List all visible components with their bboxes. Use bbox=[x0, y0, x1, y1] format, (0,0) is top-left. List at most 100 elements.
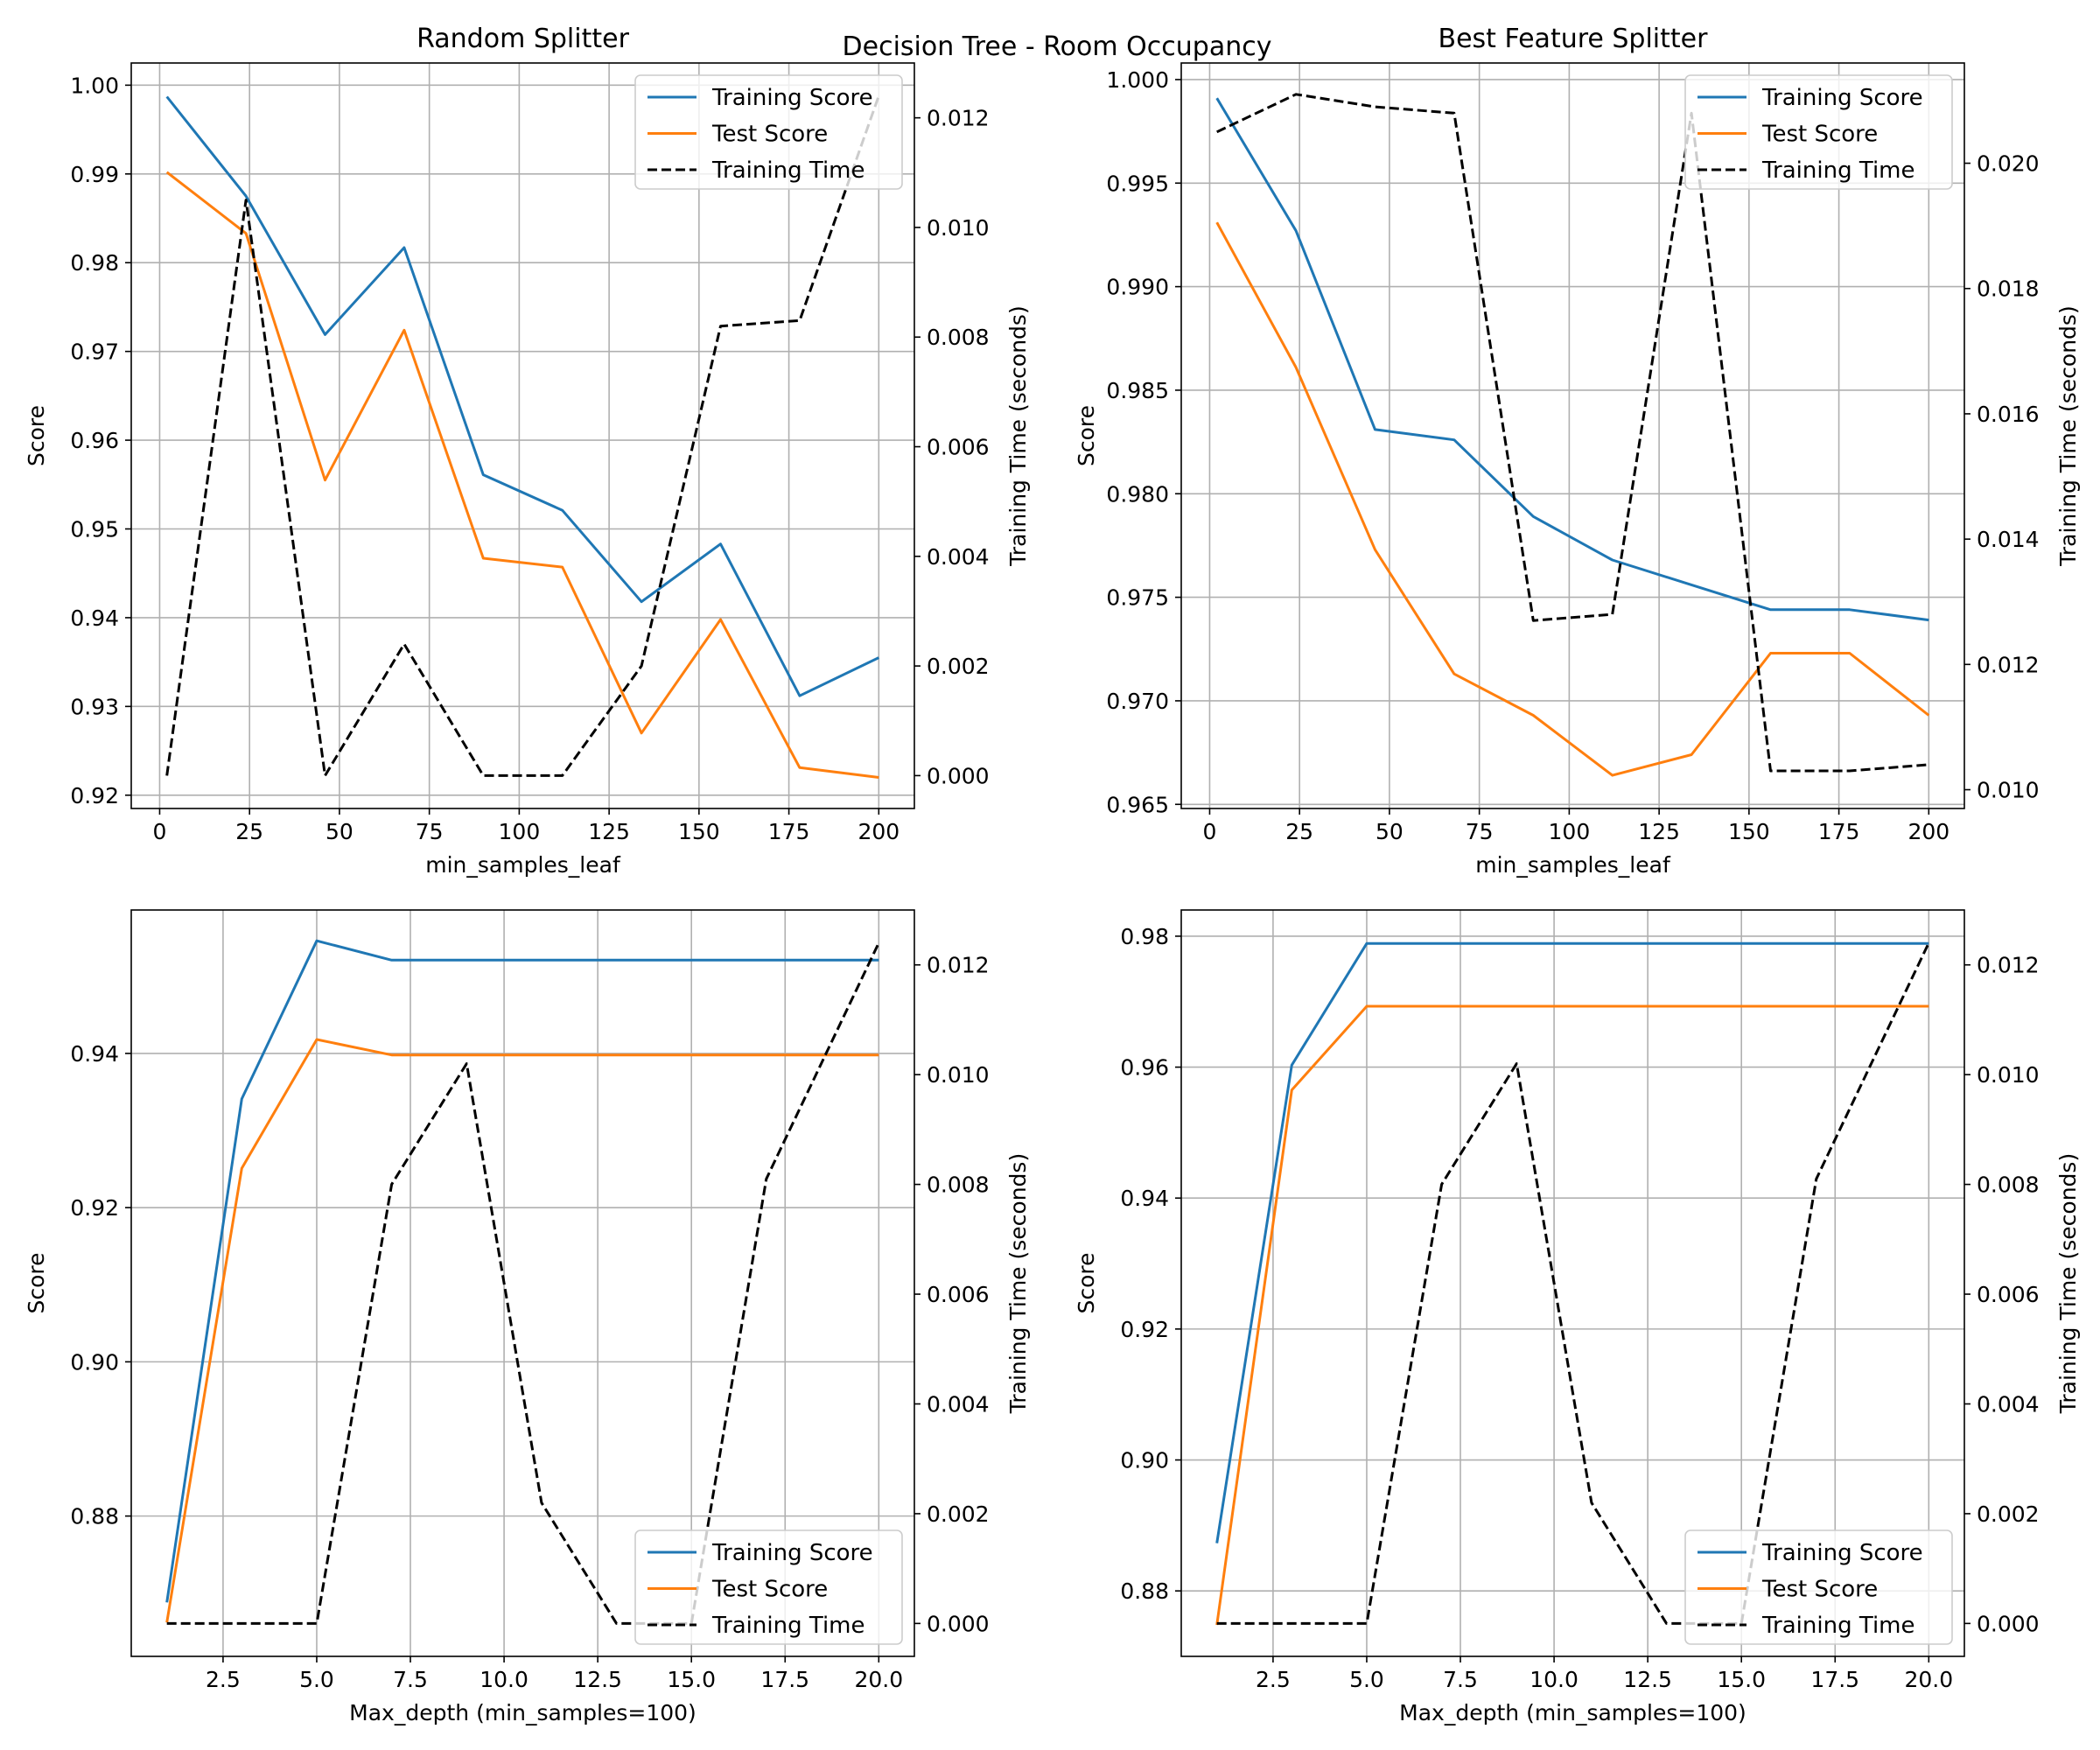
data-point bbox=[1928, 619, 1930, 621]
grid bbox=[131, 910, 914, 1656]
series-line-test-score bbox=[165, 1038, 879, 1623]
series-line-training-time bbox=[1216, 942, 1930, 1625]
x-axis-label: min_samples_leaf bbox=[1475, 852, 1671, 878]
legend-box bbox=[1684, 74, 1953, 190]
series-line-test-score bbox=[1215, 1004, 1929, 1626]
x-tick-label: 100 bbox=[499, 819, 541, 844]
y-tick-label: 0.970 bbox=[1106, 689, 1169, 714]
data-point bbox=[245, 195, 248, 198]
data-point bbox=[482, 473, 485, 476]
axes-frame bbox=[1180, 62, 1965, 809]
data-point bbox=[1769, 770, 1772, 773]
data-point bbox=[540, 1054, 542, 1056]
data-point bbox=[1374, 428, 1376, 430]
x-tick-label: 15.0 bbox=[667, 1667, 716, 1692]
data-point bbox=[1215, 97, 1218, 100]
x-tick-label: 7.5 bbox=[1443, 1667, 1478, 1692]
x-tick-label: 50 bbox=[1376, 819, 1404, 844]
data-point bbox=[878, 942, 880, 944]
data-point bbox=[1452, 112, 1455, 115]
data-point bbox=[878, 656, 880, 659]
data-point bbox=[1665, 942, 1668, 945]
subplot-title: Random Splitter bbox=[416, 24, 629, 54]
y-axis-label: Score bbox=[24, 1252, 49, 1313]
data-point bbox=[165, 95, 168, 98]
data-point bbox=[878, 776, 880, 779]
x-tick-label: 2.5 bbox=[1256, 1667, 1291, 1692]
data-point bbox=[719, 325, 722, 327]
data-point bbox=[1440, 1004, 1443, 1007]
data-point bbox=[1365, 1004, 1368, 1007]
legend: Training Score Test Score Training Time bbox=[634, 1530, 903, 1645]
data-point bbox=[402, 329, 405, 332]
data-point bbox=[561, 566, 564, 569]
data-point bbox=[798, 695, 801, 697]
data-point bbox=[540, 959, 542, 962]
data-point bbox=[640, 665, 643, 668]
y2-tick-label: 0.004 bbox=[927, 1391, 990, 1417]
y2-axis-label: Training Time (seconds) bbox=[1005, 305, 1031, 566]
y2-tick-label: 0.014 bbox=[1977, 527, 2040, 552]
x-tick-label: 17.5 bbox=[1810, 1667, 1859, 1692]
x-tick-label: 150 bbox=[1728, 819, 1770, 844]
data-point bbox=[1532, 714, 1535, 717]
data-point bbox=[615, 1622, 618, 1625]
data-point bbox=[1295, 366, 1298, 368]
data-point bbox=[1928, 942, 1930, 944]
y2-tick-label: 0.020 bbox=[1977, 151, 2040, 177]
data-point bbox=[1590, 942, 1592, 945]
data-point bbox=[1928, 714, 1930, 717]
data-point bbox=[1215, 130, 1218, 133]
data-point bbox=[640, 600, 643, 603]
data-point bbox=[615, 959, 618, 962]
legend-label: Training Score bbox=[1761, 85, 1923, 111]
data-point bbox=[482, 556, 485, 559]
legend-label: Training Time bbox=[1761, 1613, 1914, 1639]
y-tick-label: 0.90 bbox=[70, 1349, 119, 1375]
subplot-4: 2.5 5.0 7.5 10.0 12.5 15.0 17.5 20.0 0.88 0.90 0.9… bbox=[1074, 909, 2081, 1726]
x-tick-label: 20.0 bbox=[1904, 1667, 1953, 1692]
data-point bbox=[1665, 1004, 1668, 1007]
y-tick-label: 0.94 bbox=[70, 606, 119, 631]
data-point bbox=[1516, 942, 1518, 945]
y-tick-label: 0.975 bbox=[1106, 585, 1169, 611]
data-point bbox=[1365, 942, 1368, 945]
data-point bbox=[165, 171, 168, 173]
data-point bbox=[390, 1183, 393, 1186]
data-point bbox=[165, 1622, 168, 1625]
data-point bbox=[1440, 942, 1443, 945]
data-point bbox=[1928, 763, 1930, 766]
x-tick-label: 5.0 bbox=[1349, 1667, 1384, 1692]
data-point bbox=[1740, 942, 1743, 945]
data-point bbox=[1452, 673, 1455, 676]
y-tick-label: 0.985 bbox=[1106, 378, 1169, 403]
data-point bbox=[615, 1054, 618, 1056]
y2-tick-label: 0.000 bbox=[927, 1611, 990, 1636]
data-point bbox=[1611, 613, 1614, 616]
y-tick-label: 0.99 bbox=[70, 162, 119, 187]
y-tick-label: 1.00 bbox=[70, 73, 119, 98]
y-tick-label: 0.92 bbox=[1120, 1317, 1169, 1342]
data-point bbox=[1590, 1502, 1592, 1504]
data-point bbox=[798, 319, 801, 322]
data-point bbox=[466, 1062, 468, 1065]
y2-tick-label: 0.010 bbox=[927, 215, 990, 241]
data-point bbox=[245, 199, 248, 201]
data-point bbox=[1516, 1004, 1518, 1007]
y-tick-label: 1.000 bbox=[1106, 67, 1169, 93]
y-tick-label: 0.98 bbox=[1120, 924, 1169, 949]
series-line-test-score bbox=[1215, 221, 1930, 777]
x-tick-label: 75 bbox=[416, 819, 444, 844]
data-point bbox=[1848, 608, 1851, 611]
x-tick-label: 100 bbox=[1549, 819, 1591, 844]
legend-label: Training Time bbox=[711, 158, 864, 184]
x-tick-label: 10.0 bbox=[1530, 1667, 1578, 1692]
x-tick-label: 25 bbox=[235, 819, 263, 844]
y-tick-label: 0.88 bbox=[70, 1504, 119, 1530]
data-point bbox=[1295, 93, 1298, 95]
data-point bbox=[798, 766, 801, 769]
y-tick-label: 0.96 bbox=[1120, 1055, 1169, 1081]
y2-tick-label: 0.012 bbox=[1977, 652, 2040, 677]
y2-tick-label: 0.010 bbox=[1977, 1062, 2040, 1088]
y-tick-label: 0.990 bbox=[1106, 275, 1169, 300]
